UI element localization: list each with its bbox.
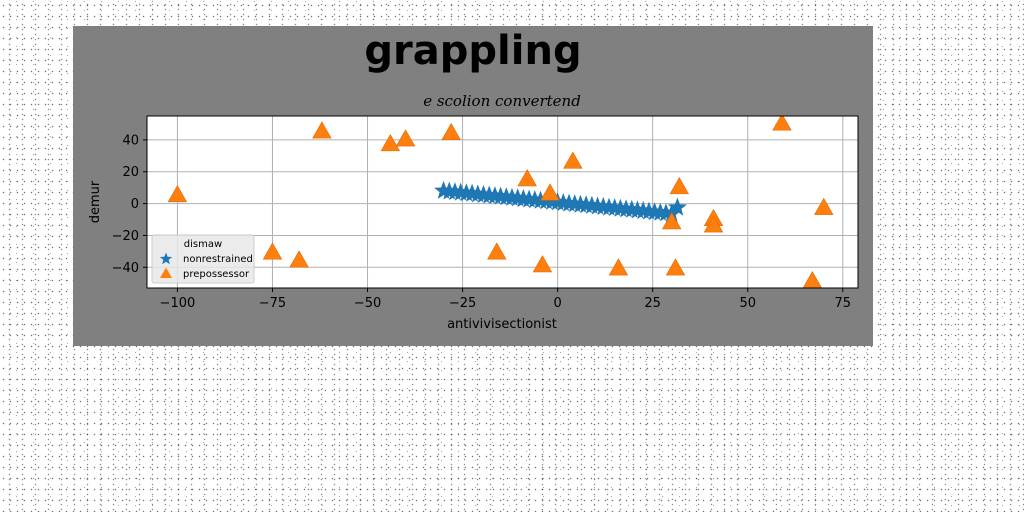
x-tick-label: −25	[449, 296, 476, 311]
x-tick-label: −100	[160, 296, 196, 311]
legend-title: dismaw	[184, 239, 222, 250]
x-tick-label: −50	[354, 296, 381, 311]
legend-label-prepossessor: prepossessor	[183, 269, 250, 280]
legend-symbol-prepossessor	[160, 267, 172, 279]
y-axis-label: demur	[88, 180, 103, 223]
point-prepossessor	[517, 169, 537, 187]
point-prepossessor	[608, 258, 629, 276]
point-prepossessor	[661, 212, 682, 230]
legend-marker-prepossessor	[160, 267, 172, 279]
point-prepossessor	[532, 255, 553, 273]
plot-frame	[146, 115, 859, 289]
chart-subtitle: e scolion convertend	[423, 92, 581, 110]
point-prepossessor	[289, 250, 309, 268]
point-prepossessor	[772, 113, 792, 131]
point-prepossessor	[262, 242, 283, 260]
legend-marker-nonrestrained	[159, 252, 173, 265]
point-prepossessor	[563, 151, 583, 169]
x-tick-label: 75	[835, 296, 852, 311]
y-tick-label: 20	[122, 165, 139, 180]
x-tick-label: 25	[644, 296, 661, 311]
point-prepossessor	[312, 121, 332, 139]
legend-label-nonrestrained: nonrestrained	[183, 254, 253, 265]
x-tick-label: −75	[259, 296, 286, 311]
point-prepossessor	[665, 258, 686, 276]
point-prepossessor	[703, 215, 724, 233]
legend-box	[151, 234, 255, 284]
legend: dismaw nonrestrained prepossessor	[151, 234, 255, 284]
point-prepossessor	[540, 183, 560, 201]
x-tick-label: 0	[553, 296, 561, 311]
y-tick-label: −40	[112, 261, 139, 276]
legend-symbol-nonrestrained	[159, 252, 173, 265]
point-nonrestrained	[667, 197, 687, 216]
axis-ticks: −100 −75 −50 −25 0 25 50 75 −40 −20 0 20 40	[112, 133, 852, 311]
point-prepossessor	[380, 134, 401, 152]
grid-lines	[147, 116, 858, 288]
y-tick-label: 0	[131, 197, 139, 212]
y-tick-label: 40	[122, 133, 139, 148]
chart-title: grappling	[364, 28, 581, 74]
point-prepossessor	[167, 185, 188, 203]
point-prepossessor	[487, 242, 507, 260]
point-prepossessor	[669, 177, 690, 195]
x-tick-label: 50	[739, 296, 756, 311]
y-tick-label: −20	[112, 229, 139, 244]
x-axis-label: antivivisectionist	[447, 317, 557, 332]
point-prepossessor	[814, 197, 834, 215]
data-points	[167, 113, 834, 289]
point-prepossessor	[395, 129, 416, 147]
point-prepossessor	[441, 122, 461, 141]
